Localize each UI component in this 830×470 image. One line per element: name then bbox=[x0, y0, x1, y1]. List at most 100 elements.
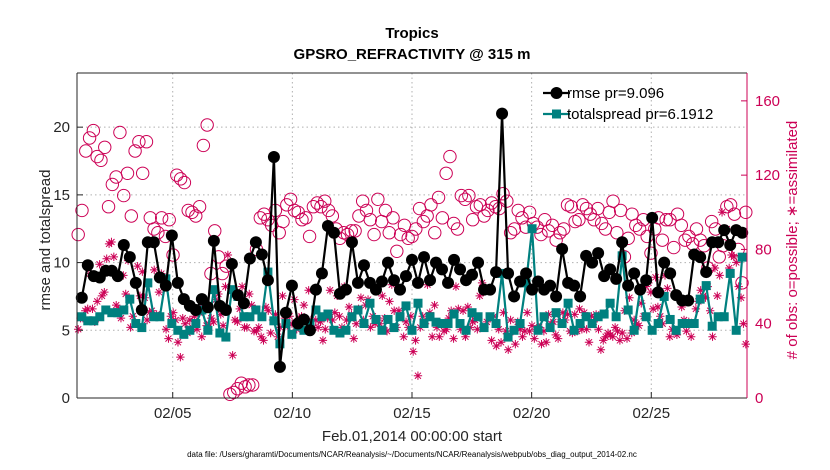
assimilated-obs-point bbox=[475, 291, 484, 301]
possible-obs-point bbox=[139, 135, 154, 149]
possible-obs-point bbox=[632, 222, 647, 236]
totalspread-point bbox=[281, 319, 291, 329]
rmse-point bbox=[135, 303, 148, 316]
possible-obs-point bbox=[390, 244, 404, 258]
assimilated-obs-point bbox=[563, 310, 572, 319]
totalspread-point bbox=[347, 312, 357, 322]
totalspread-point bbox=[119, 305, 129, 315]
totalspread-point bbox=[149, 312, 159, 322]
possible-obs-point bbox=[435, 211, 450, 225]
totalspread-point bbox=[401, 301, 411, 311]
rmse-point bbox=[351, 276, 364, 289]
totalspread-point bbox=[641, 312, 651, 322]
rmse-point bbox=[718, 224, 731, 237]
totalspread-point bbox=[89, 316, 99, 326]
possible-obs-point bbox=[132, 135, 146, 149]
chart-subtitle: GPSRO_REFRACTIVITY @ 315 m bbox=[294, 46, 531, 63]
y-tick-label: 5 bbox=[62, 322, 70, 339]
y-tick-label: 10 bbox=[53, 255, 70, 272]
assimilated-obs-point bbox=[207, 313, 216, 323]
assimilated-obs-point bbox=[261, 302, 271, 312]
assimilated-obs-point bbox=[511, 339, 520, 349]
rmse-point bbox=[387, 274, 400, 287]
totalspread-point bbox=[455, 319, 465, 329]
rmse-point bbox=[412, 276, 425, 289]
rmse-point bbox=[658, 256, 671, 269]
totalspread-point bbox=[95, 312, 105, 322]
rmse-point bbox=[736, 226, 749, 239]
totalspread-point bbox=[719, 312, 729, 322]
assimilated-obs-point bbox=[328, 315, 337, 325]
assimilated-obs-point bbox=[515, 325, 525, 334]
possible-obs-point bbox=[409, 222, 423, 236]
possible-obs-point bbox=[500, 194, 514, 208]
assimilated-obs-point bbox=[430, 300, 439, 310]
rmse-point bbox=[604, 263, 617, 276]
assimilated-obs-point bbox=[128, 312, 138, 321]
totalspread-point bbox=[659, 291, 669, 301]
possible-obs-point bbox=[378, 203, 393, 218]
rmse-point bbox=[508, 290, 521, 303]
totalspread-point bbox=[737, 252, 747, 262]
totalspread-point bbox=[131, 319, 141, 329]
rmse-point bbox=[171, 276, 184, 289]
possible-obs-point bbox=[120, 166, 135, 180]
rmse-point bbox=[219, 303, 232, 316]
totalspread-point bbox=[467, 308, 477, 318]
totalspread-point bbox=[533, 325, 543, 335]
totalspread-point bbox=[197, 305, 207, 315]
totalspread-point bbox=[419, 319, 429, 329]
assimilated-obs-point bbox=[264, 306, 273, 315]
rmse-point bbox=[454, 263, 467, 276]
totalspread-point bbox=[389, 323, 399, 333]
rmse-point bbox=[634, 283, 647, 296]
possible-obs-point bbox=[727, 207, 742, 221]
assimilated-obs-point bbox=[463, 302, 473, 312]
assimilated-obs-point bbox=[601, 332, 610, 341]
y-axis-right-label: # of obs: o=possible; ∗=assimilated bbox=[784, 121, 801, 360]
legend-spread-label: totalspread pr=6.1912 bbox=[567, 106, 713, 123]
assimilated-obs-point bbox=[444, 313, 454, 323]
assimilated-obs-point bbox=[216, 310, 225, 319]
totalspread-point bbox=[353, 305, 363, 315]
rmse-point bbox=[520, 267, 533, 280]
assimilated-obs-point bbox=[278, 291, 287, 301]
y-tick-label: 0 bbox=[62, 390, 70, 407]
assimilated-obs-point bbox=[653, 302, 663, 312]
assimilated-obs-point bbox=[696, 286, 705, 295]
assimilated-obs-point bbox=[275, 323, 285, 332]
possible-obs-point bbox=[113, 125, 127, 140]
rmse-point bbox=[243, 252, 256, 265]
totalspread-point bbox=[725, 268, 735, 278]
possible-obs-point bbox=[227, 385, 241, 400]
assimilated-obs-point bbox=[318, 336, 328, 345]
assimilated-obs-point bbox=[487, 336, 496, 345]
totalspread-point bbox=[269, 316, 279, 326]
rmse-point bbox=[472, 256, 485, 269]
possible-obs-point bbox=[94, 153, 108, 167]
possible-obs-point bbox=[196, 138, 211, 153]
possible-obs-point bbox=[572, 213, 586, 227]
x-tick-label: 02/10 bbox=[274, 405, 312, 422]
rmse-point bbox=[147, 236, 160, 249]
rmse-point bbox=[694, 251, 707, 264]
rmse-point bbox=[424, 274, 437, 287]
rmse-point bbox=[622, 279, 635, 292]
rmse-point bbox=[381, 256, 394, 269]
totalspread-point bbox=[251, 305, 261, 315]
possible-obs-point bbox=[363, 213, 377, 227]
assimilated-obs-point bbox=[228, 351, 237, 360]
totalspread-point bbox=[599, 309, 609, 319]
rmse-point bbox=[610, 272, 623, 285]
totalspread-point bbox=[317, 312, 327, 322]
assimilated-obs-point bbox=[218, 321, 228, 330]
possible-obs-point bbox=[610, 226, 624, 240]
assimilated-obs-point bbox=[138, 267, 147, 276]
possible-obs-point bbox=[117, 188, 131, 203]
assimilated-obs-point bbox=[539, 326, 549, 336]
totalspread-point bbox=[239, 312, 249, 322]
rmse-point bbox=[664, 267, 677, 280]
totalspread-point bbox=[221, 332, 231, 342]
rmse-point bbox=[628, 267, 641, 280]
assimilated-obs-point bbox=[544, 310, 553, 319]
